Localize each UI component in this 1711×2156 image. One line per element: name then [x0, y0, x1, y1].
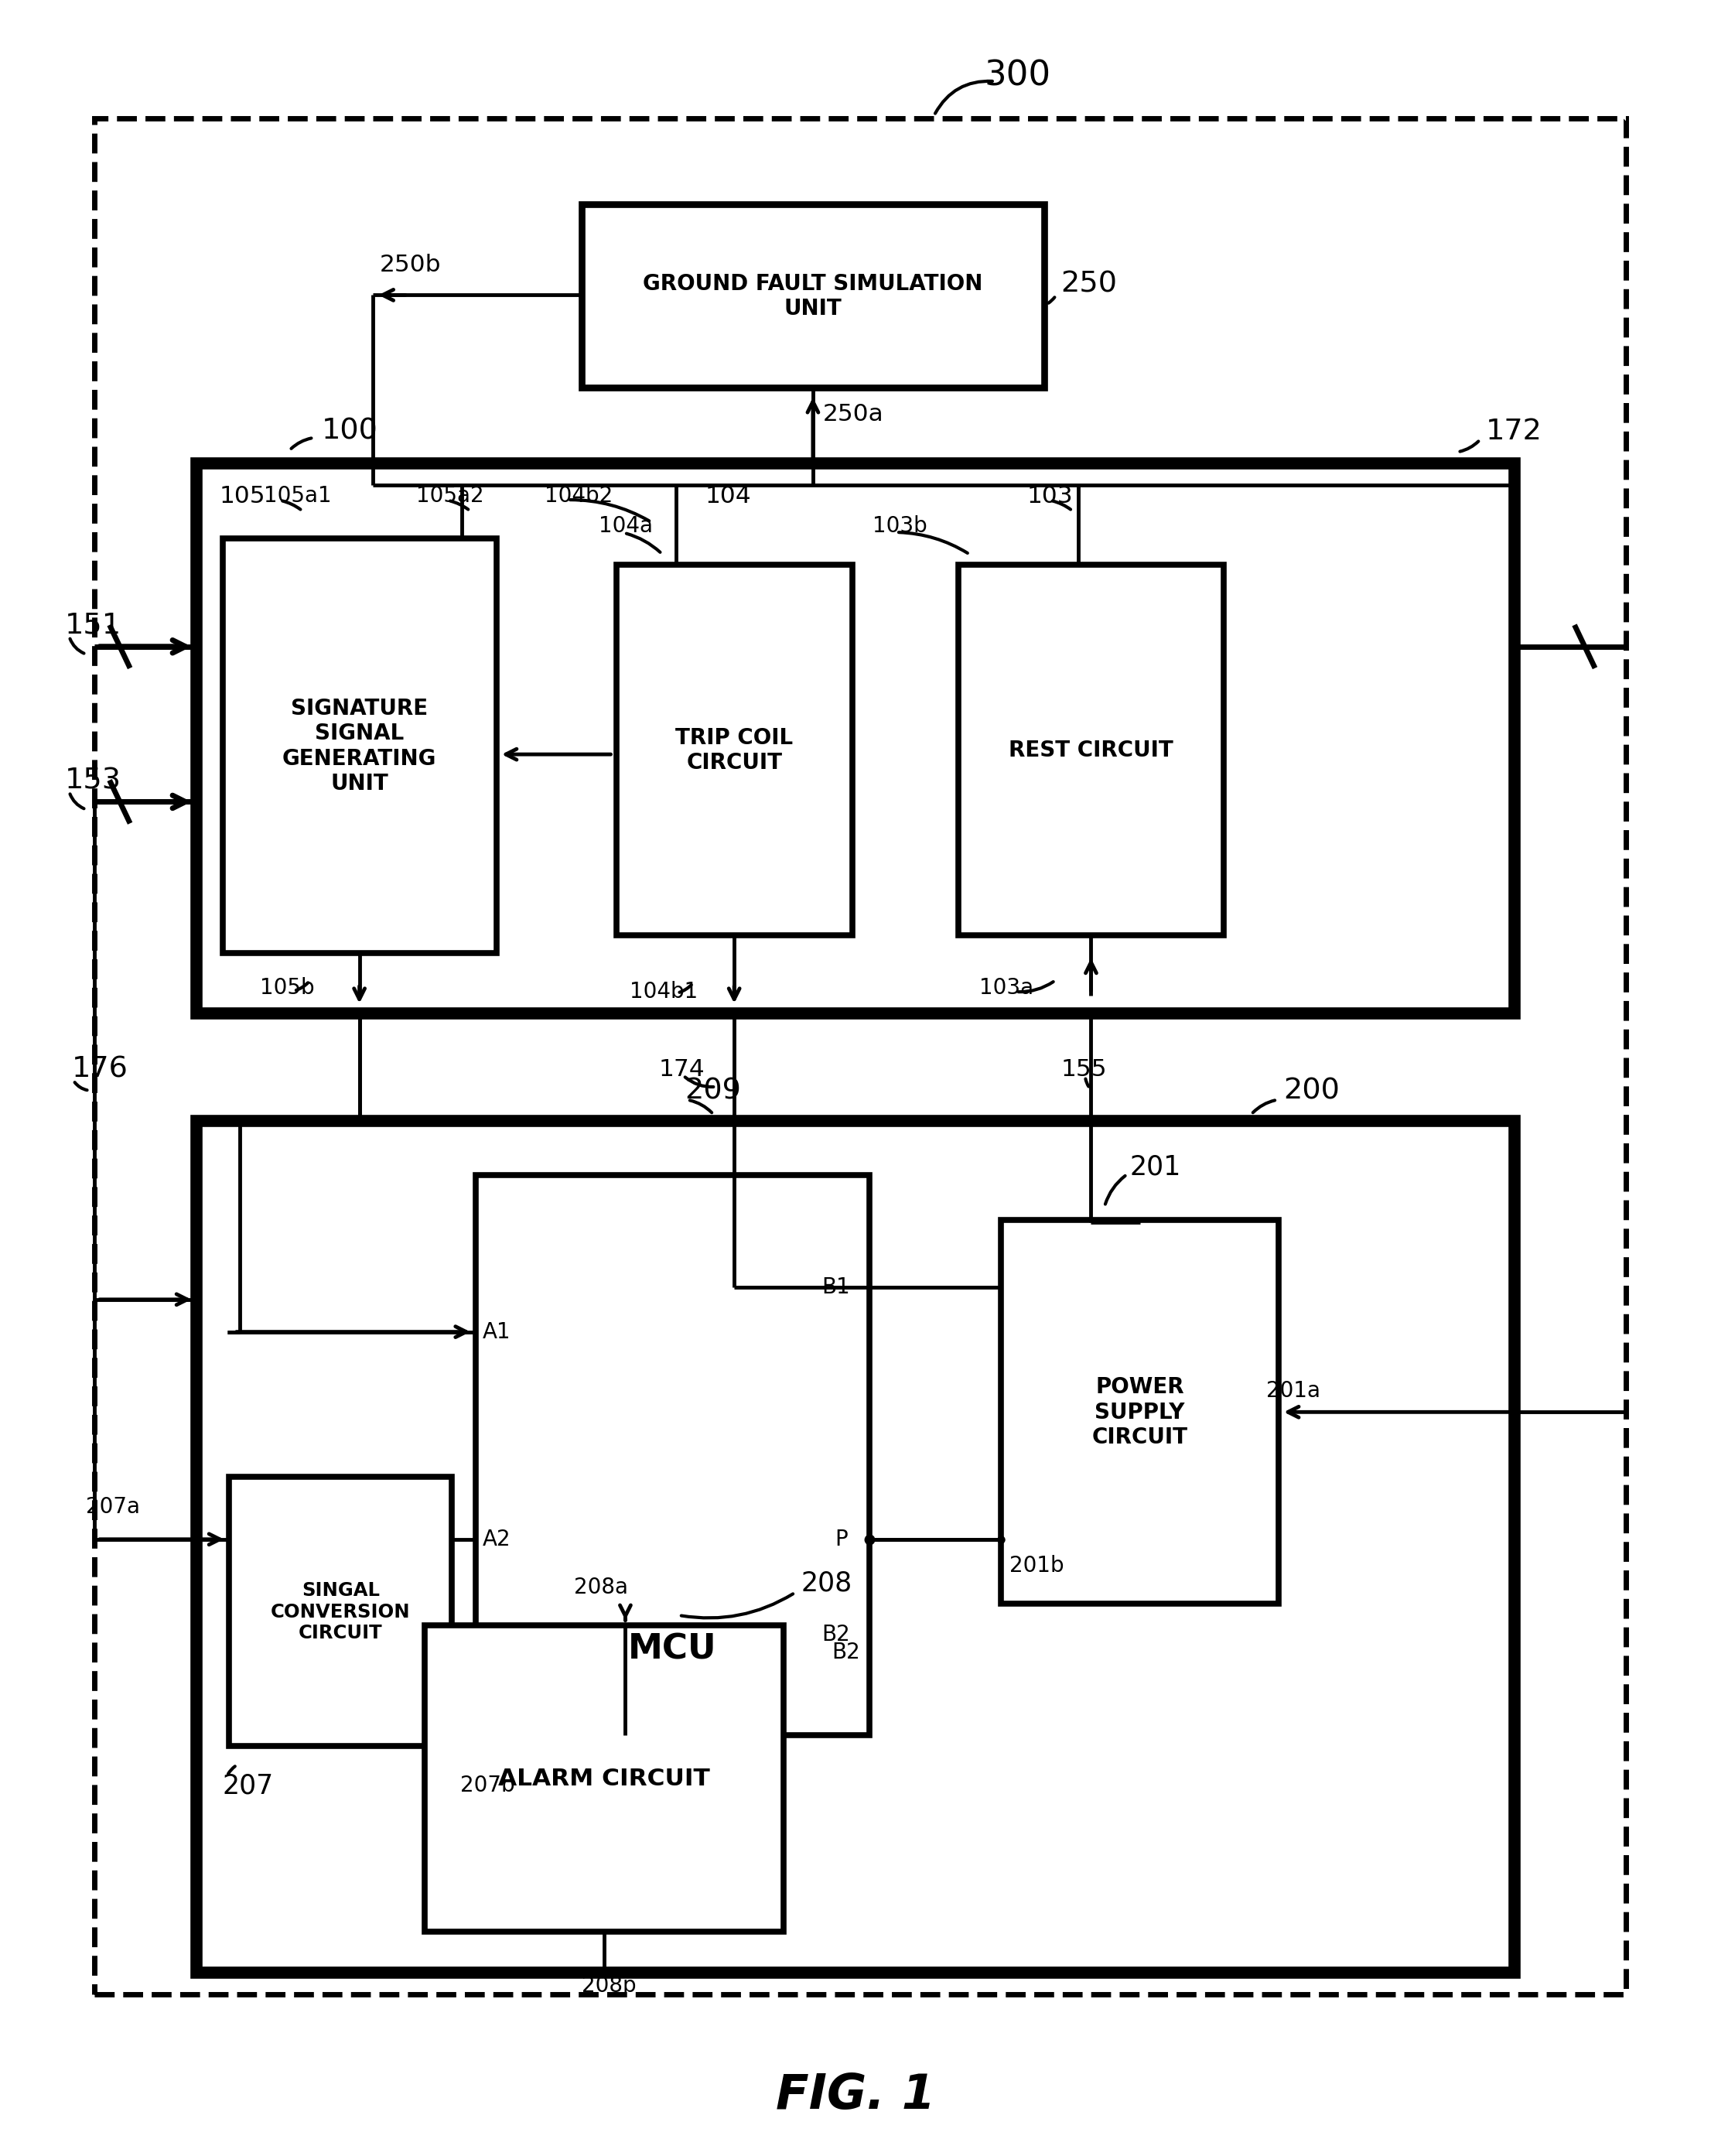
Text: B1: B1: [821, 1276, 850, 1298]
Text: ALARM CIRCUIT: ALARM CIRCUIT: [498, 1768, 710, 1789]
Text: 105b: 105b: [260, 977, 315, 998]
Text: 208p: 208p: [582, 1975, 636, 1996]
Bar: [616, 565, 852, 936]
Bar: [197, 464, 1514, 1013]
Text: 201b: 201b: [1009, 1554, 1064, 1576]
Text: B2: B2: [832, 1641, 861, 1662]
Text: REST CIRCUIT: REST CIRCUIT: [1008, 740, 1174, 761]
Text: 201a: 201a: [1266, 1380, 1321, 1401]
Text: GROUND FAULT SIMULATION
UNIT: GROUND FAULT SIMULATION UNIT: [643, 274, 982, 319]
Text: 250b: 250b: [380, 254, 441, 276]
Text: B2: B2: [821, 1623, 850, 1645]
Bar: [582, 205, 1044, 388]
Text: 104: 104: [705, 485, 751, 507]
Text: 300: 300: [984, 58, 1051, 93]
Text: 208: 208: [801, 1570, 852, 1595]
Text: 208a: 208a: [575, 1576, 628, 1598]
Text: POWER
SUPPLY
CIRCUIT: POWER SUPPLY CIRCUIT: [1092, 1376, 1187, 1449]
Text: 174: 174: [659, 1059, 705, 1080]
Bar: [222, 539, 496, 953]
Text: 104a: 104a: [599, 515, 654, 537]
Bar: [476, 1175, 869, 1736]
Text: 104b2: 104b2: [544, 485, 613, 507]
Text: 151: 151: [65, 612, 121, 638]
Text: 176: 176: [72, 1056, 128, 1082]
Text: A1: A1: [483, 1322, 512, 1343]
Text: 105a2: 105a2: [416, 485, 484, 507]
Text: SIGNATURE
SIGNAL
GENERATING
UNIT: SIGNATURE SIGNAL GENERATING UNIT: [282, 699, 436, 793]
Text: MCU: MCU: [628, 1632, 717, 1667]
Text: 207a: 207a: [86, 1496, 140, 1518]
Text: 201: 201: [1129, 1153, 1181, 1179]
Text: 207: 207: [222, 1772, 274, 1798]
Text: TRIP COIL
CIRCUIT: TRIP COIL CIRCUIT: [676, 727, 792, 774]
Text: 104b1: 104b1: [630, 981, 698, 1003]
Text: 100: 100: [322, 418, 378, 444]
Text: 103: 103: [1027, 485, 1073, 507]
Text: 209: 209: [684, 1078, 741, 1104]
Text: 153: 153: [65, 768, 121, 793]
Text: P: P: [835, 1529, 849, 1550]
Text: 172: 172: [1485, 418, 1542, 444]
Text: 250: 250: [1061, 272, 1117, 298]
Text: 155: 155: [1061, 1059, 1107, 1080]
Text: SINGAL
CONVERSION
CIRCUIT: SINGAL CONVERSION CIRCUIT: [270, 1580, 411, 1643]
Text: 250a: 250a: [823, 403, 885, 425]
Text: 103a: 103a: [979, 977, 1033, 998]
Text: 103b: 103b: [873, 515, 927, 537]
Bar: [94, 119, 1625, 1994]
Text: 105: 105: [219, 485, 265, 507]
Bar: [1001, 1220, 1278, 1604]
Bar: [958, 565, 1223, 936]
Bar: [197, 1121, 1514, 1973]
Bar: [229, 1477, 452, 1746]
Text: FIG. 1: FIG. 1: [775, 2072, 936, 2119]
Text: A2: A2: [483, 1529, 512, 1550]
Text: 200: 200: [1283, 1078, 1340, 1104]
Bar: [424, 1626, 784, 1932]
Text: 207b: 207b: [460, 1774, 515, 1796]
Text: 105a1: 105a1: [263, 485, 332, 507]
